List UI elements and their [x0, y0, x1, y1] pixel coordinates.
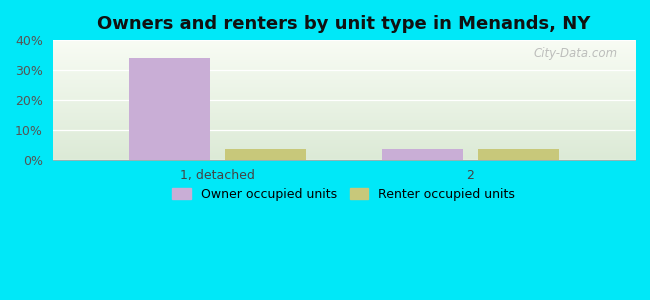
Bar — [225, 149, 306, 160]
Bar — [129, 58, 209, 160]
Bar — [478, 149, 559, 160]
Text: City-Data.com: City-Data.com — [534, 47, 618, 60]
Legend: Owner occupied units, Renter occupied units: Owner occupied units, Renter occupied un… — [167, 183, 520, 206]
Bar — [382, 149, 463, 160]
Title: Owners and renters by unit type in Menands, NY: Owners and renters by unit type in Menan… — [97, 15, 590, 33]
